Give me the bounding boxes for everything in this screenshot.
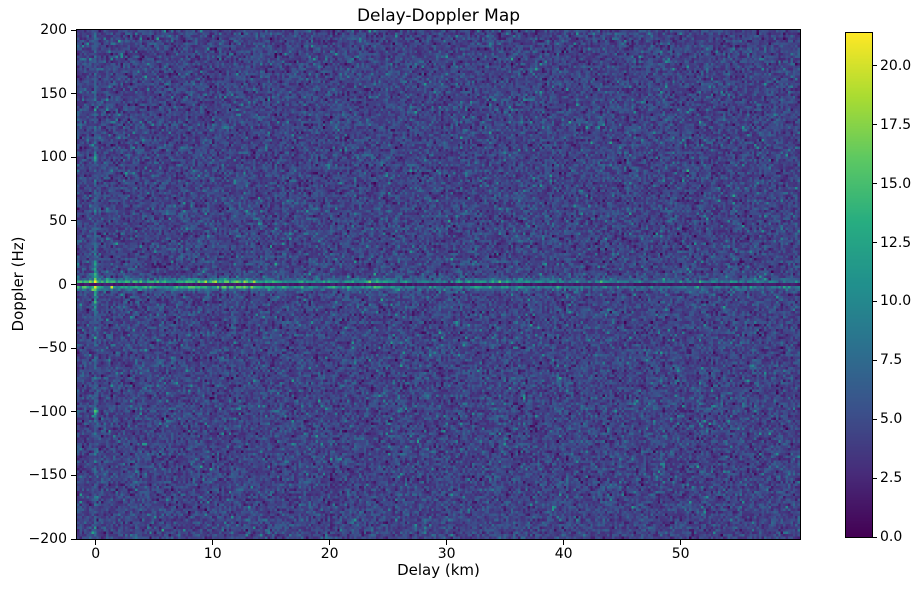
colorbar-tick-mark (873, 242, 877, 244)
y-tick-label: 200 (40, 22, 67, 38)
y-tick-mark (71, 220, 76, 222)
colorbar-tick-mark (873, 477, 877, 479)
y-tick-label: −100 (28, 403, 67, 420)
colorbar-tick-label: 12.5 (880, 234, 912, 251)
y-tick-mark (71, 284, 76, 285)
y-tick-mark (71, 474, 76, 476)
x-tick-label: 10 (203, 546, 222, 562)
y-tick-label: −200 (28, 531, 67, 547)
y-tick-label: 100 (40, 149, 67, 166)
x-tick-mark (95, 540, 97, 545)
y-tick-mark (71, 347, 76, 349)
colorbar-tick-label: 20.0 (880, 57, 912, 74)
chart-title: Delay-Doppler Map (356, 6, 521, 26)
colorbar-tick-label: 10.0 (880, 293, 912, 310)
y-tick-mark (71, 156, 76, 158)
y-tick-mark (71, 93, 76, 95)
x-tick-label: 20 (320, 546, 339, 562)
y-tick-mark (71, 411, 76, 413)
x-tick-mark (563, 540, 565, 545)
x-axis-label: Delay (km) (397, 561, 480, 579)
colorbar-tick-mark (873, 65, 877, 67)
colorbar-tick-mark (873, 359, 877, 361)
colorbar-tick-mark (873, 124, 877, 126)
colorbar-tick-label: 7.5 (880, 352, 903, 369)
x-tick-mark (212, 540, 214, 545)
colorbar-tick-label: 15.0 (880, 175, 912, 192)
y-tick-label: 0 (58, 276, 67, 293)
x-tick-mark (329, 540, 331, 545)
y-tick-label: 150 (40, 85, 67, 102)
colorbar-tick-mark (873, 183, 877, 185)
colorbar-tick-label: 17.5 (880, 116, 912, 133)
x-tick-label: 40 (554, 546, 573, 562)
y-tick-label: −50 (37, 340, 67, 357)
y-tick-mark (71, 538, 76, 540)
y-tick-label: 50 (49, 212, 67, 229)
colorbar-tick-label: 2.5 (880, 470, 903, 487)
y-tick-label: −150 (28, 467, 67, 484)
colorbar-gradient (845, 32, 873, 538)
delay-doppler-heatmap (76, 29, 801, 540)
colorbar-tick-label: 0.0 (880, 529, 903, 545)
x-tick-label: 0 (91, 546, 101, 562)
y-tick-mark (71, 29, 76, 31)
colorbar-tick-mark (873, 418, 877, 420)
x-tick-mark (680, 540, 682, 545)
colorbar-tick-mark (873, 536, 877, 538)
x-tick-mark (446, 540, 448, 545)
x-tick-label: 50 (671, 546, 690, 562)
colorbar-tick-mark (873, 300, 877, 302)
colorbar-tick-label: 5.0 (880, 411, 903, 428)
x-tick-label: 30 (437, 546, 456, 562)
